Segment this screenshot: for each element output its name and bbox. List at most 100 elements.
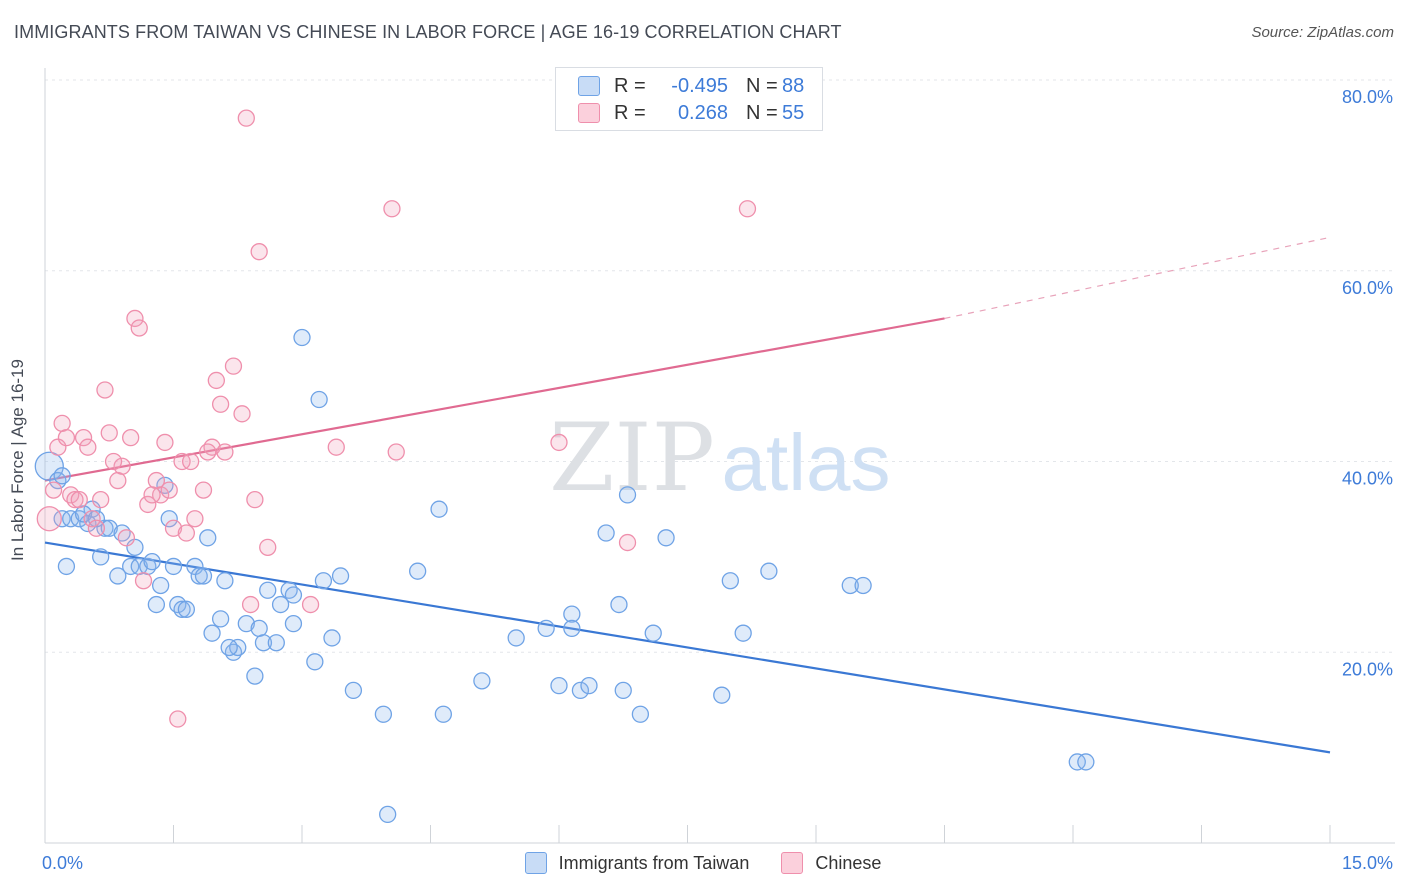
point-chinese: [104, 452, 123, 471]
legend-r-label: R =: [614, 101, 646, 124]
point-chinese: [199, 443, 217, 461]
point-taiwan: [271, 595, 290, 614]
point-taiwan: [237, 614, 255, 633]
point-taiwan: [563, 605, 581, 623]
point-taiwan: [109, 567, 127, 585]
source-credit: Source: ZipAtlas.com: [1251, 24, 1394, 41]
point-chinese: [113, 457, 131, 475]
legend-row-chinese: R = 0.268 N = 55: [578, 101, 804, 125]
point-taiwan: [713, 686, 731, 704]
point-taiwan: [618, 486, 637, 504]
point-chinese: [186, 510, 204, 528]
point-taiwan: [147, 595, 166, 614]
gridlines: [45, 79, 1395, 653]
point-chinese: [74, 429, 93, 447]
point-chinese: [92, 490, 110, 509]
y-tick-label: 80.0%: [1342, 87, 1393, 107]
point-taiwan: [284, 614, 303, 633]
trend-lines: [44, 236, 1331, 754]
data-points: [34, 109, 1095, 824]
point-taiwan: [143, 552, 161, 571]
point-chinese: [83, 510, 101, 528]
axes: [44, 68, 1395, 844]
point-taiwan: [344, 681, 363, 700]
point-taiwan: [571, 681, 590, 700]
point-chinese: [130, 319, 148, 337]
y-tick-label: 60.0%: [1342, 278, 1393, 298]
point-chinese: [246, 490, 264, 509]
series-swatch-taiwan: [524, 852, 547, 874]
point-chinese: [169, 710, 187, 728]
series-legend-taiwan[interactable]: Immigrants from Taiwan: [524, 852, 749, 874]
point-chinese: [100, 424, 118, 442]
point-taiwan: [644, 624, 662, 642]
point-chinese: [160, 481, 178, 499]
series-name-chinese: Chinese: [815, 852, 882, 873]
point-taiwan: [323, 629, 341, 647]
legend-r-label: R =: [614, 74, 646, 97]
point-taiwan: [580, 676, 598, 695]
point-chinese: [117, 529, 136, 547]
y-tick-label: 40.0%: [1342, 469, 1393, 489]
tick-labels: 20.0% 40.0% 60.0% 80.0% 0.0% 15.0%: [42, 87, 1393, 873]
point-taiwan: [379, 805, 397, 824]
point-taiwan: [306, 653, 324, 671]
point-chinese: [207, 371, 225, 390]
point-taiwan: [550, 676, 568, 695]
point-chinese: [109, 471, 127, 490]
point-taiwan: [473, 672, 491, 690]
point-chinese: [216, 443, 234, 461]
point-taiwan: [177, 600, 196, 618]
point-taiwan: [563, 619, 581, 638]
point-chinese: [387, 443, 405, 461]
point-taiwan: [734, 624, 752, 642]
y-tick-label: 20.0%: [1342, 659, 1393, 679]
point-taiwan: [259, 581, 277, 599]
point-chinese: [259, 538, 277, 556]
point-chinese: [44, 481, 63, 499]
point-taiwan: [53, 467, 71, 485]
point-chinese: [250, 243, 268, 261]
point-taiwan: [507, 629, 525, 647]
point-chinese: [237, 109, 255, 127]
point-chinese: [126, 309, 144, 328]
point-taiwan: [57, 557, 76, 576]
point-taiwan: [430, 500, 448, 518]
point-taiwan: [250, 619, 268, 638]
point-taiwan: [92, 548, 110, 566]
point-taiwan: [293, 328, 311, 347]
point-taiwan: [83, 500, 101, 518]
point-taiwan: [408, 562, 427, 580]
watermark-atlas: atlas: [722, 418, 891, 507]
point-chinese: [87, 519, 106, 537]
point-taiwan: [211, 610, 230, 628]
point-chinese: [194, 481, 213, 499]
legend-n-value: 88: [782, 74, 805, 97]
point-taiwan: [126, 538, 144, 556]
point-taiwan: [310, 390, 328, 409]
x-tick-label-min: 0.0%: [42, 853, 83, 873]
point-taiwan: [87, 510, 106, 528]
series-legend-chinese[interactable]: Chinese: [781, 852, 881, 874]
point-chinese: [327, 438, 345, 456]
point-taiwan: [841, 576, 859, 595]
trend-extension-chinese: [944, 236, 1331, 320]
point-taiwan: [434, 705, 453, 723]
point-chinese: [122, 429, 140, 447]
point-chinese: [233, 405, 251, 423]
point-taiwan: [190, 567, 208, 585]
point-taiwan: [203, 624, 221, 642]
point-chinese: [156, 433, 174, 452]
point-chinese: [550, 433, 568, 452]
trend-line-taiwan: [44, 541, 1331, 754]
point-taiwan: [173, 600, 191, 618]
point-taiwan: [216, 572, 234, 590]
point-chinese: [181, 452, 200, 471]
point-taiwan: [100, 519, 118, 537]
point-taiwan: [284, 586, 303, 604]
point-chinese: [177, 524, 196, 542]
series-legend: Immigrants from Taiwan Chinese: [0, 852, 1406, 874]
legend-r-value: 0.268: [677, 101, 728, 124]
point-taiwan: [164, 557, 183, 576]
point-chinese: [139, 495, 157, 514]
